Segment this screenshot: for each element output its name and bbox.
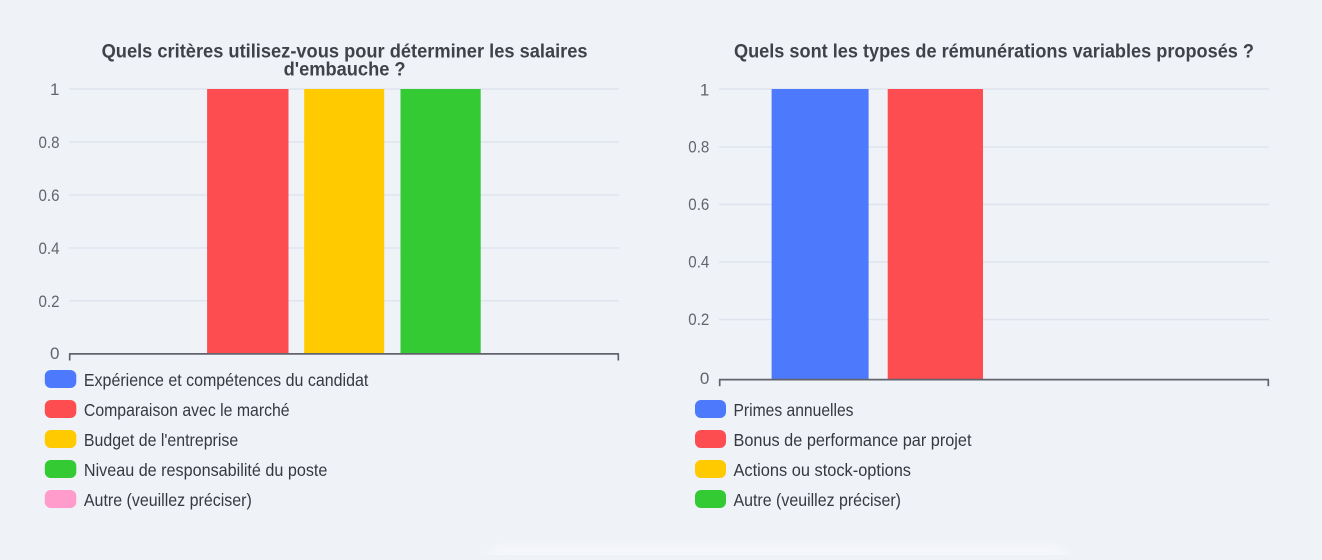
svg-text:0.8: 0.8 — [39, 133, 60, 152]
svg-text:1: 1 — [700, 81, 709, 100]
svg-text:0.6: 0.6 — [39, 186, 60, 205]
svg-text:Autre (veuillez préciser): Autre (veuillez préciser) — [734, 490, 902, 510]
svg-text:Autre (veuillez préciser): Autre (veuillez préciser) — [84, 490, 252, 510]
svg-text:0.2: 0.2 — [688, 310, 709, 329]
svg-text:Actions ou stock-options: Actions ou stock-options — [734, 460, 912, 480]
svg-text:0: 0 — [50, 344, 59, 363]
svg-text:0.8: 0.8 — [688, 138, 709, 157]
svg-text:Expérience et compétences du c: Expérience et compétences du candidat — [84, 370, 369, 390]
svg-text:Budget de l'entreprise: Budget de l'entreprise — [84, 430, 238, 450]
svg-text:Primes annuelles: Primes annuelles — [734, 400, 854, 420]
svg-text:0.4: 0.4 — [688, 252, 709, 271]
svg-text:0.6: 0.6 — [688, 195, 709, 214]
svg-text:0: 0 — [700, 369, 709, 388]
svg-text:d'embauche ?: d'embauche ? — [284, 59, 406, 80]
svg-text:Quels critères utilisez-vous p: Quels critères utilisez-vous pour déterm… — [102, 42, 588, 63]
svg-text:Niveau de responsabilité du po: Niveau de responsabilité du poste — [84, 460, 328, 480]
svg-text:0.4: 0.4 — [39, 239, 60, 258]
svg-text:Bonus de performance par proje: Bonus de performance par projet — [734, 430, 972, 450]
svg-text:0.2: 0.2 — [39, 292, 60, 311]
svg-text:Quels sont les types de rémuné: Quels sont les types de rémunérations va… — [734, 41, 1254, 62]
svg-text:Comparaison avec le marché: Comparaison avec le marché — [84, 400, 290, 420]
svg-text:1: 1 — [50, 80, 59, 99]
